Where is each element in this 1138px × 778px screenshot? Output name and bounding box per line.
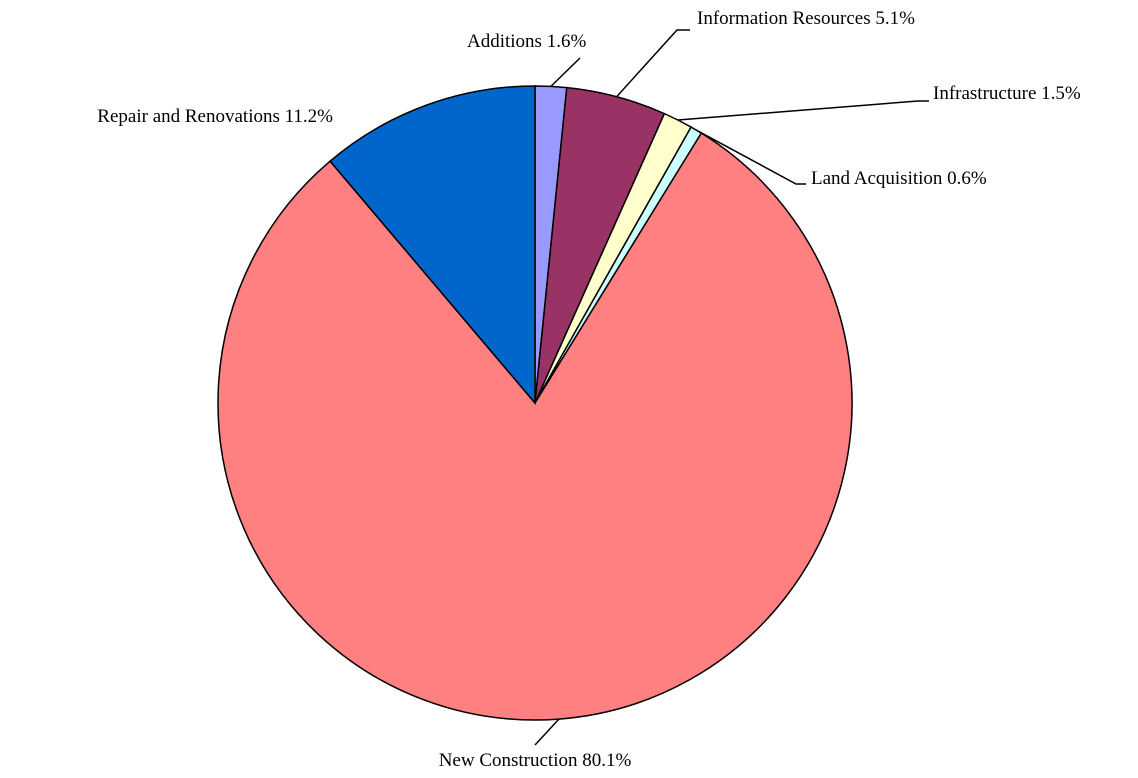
leader-line — [695, 129, 806, 185]
category-name: Additions — [467, 31, 542, 52]
category-name: Information Resources — [697, 8, 871, 29]
slice-label: New Construction 80.1% — [439, 750, 632, 771]
category-name: Infrastructure — [933, 83, 1036, 104]
leader-line — [534, 718, 560, 746]
value-label: 80.1% — [582, 750, 631, 771]
category-name: Repair and Renovations — [97, 106, 280, 127]
leader-line — [677, 100, 929, 121]
category-name: Land Acquisition — [811, 168, 943, 189]
slice-label: Land Acquisition 0.6% — [811, 168, 987, 189]
pie-slice — [328, 85, 536, 406]
slice-label: Information Resources 5.1% — [697, 8, 915, 29]
value-label: 1.6% — [547, 31, 587, 52]
leader-line — [616, 29, 690, 98]
value-label: 1.5% — [1041, 83, 1081, 104]
value-label: 0.6% — [947, 168, 987, 189]
slice-label: Infrastructure 1.5% — [933, 83, 1081, 104]
leader-line — [550, 57, 581, 87]
slice-label: Additions 1.6% — [467, 31, 586, 52]
slice-label: Repair and Renovations 11.2% — [97, 106, 333, 127]
value-label: 5.1% — [875, 8, 915, 29]
category-name: New Construction — [439, 750, 578, 771]
value-label: 11.2% — [285, 106, 334, 127]
